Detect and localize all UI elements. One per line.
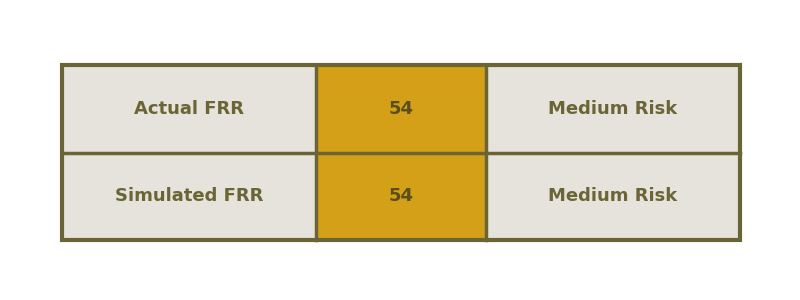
- Text: Actual FRR: Actual FRR: [134, 100, 244, 118]
- Bar: [62, 65, 740, 240]
- Bar: [316, 152, 486, 240]
- Text: Simulated FRR: Simulated FRR: [115, 187, 263, 205]
- Bar: [486, 65, 740, 152]
- Text: 54: 54: [389, 100, 414, 118]
- Bar: [486, 152, 740, 240]
- Text: 54: 54: [389, 187, 414, 205]
- Bar: [62, 152, 316, 240]
- Bar: [62, 65, 316, 152]
- Text: Medium Risk: Medium Risk: [548, 187, 678, 205]
- Bar: [316, 65, 486, 152]
- Text: Medium Risk: Medium Risk: [548, 100, 678, 118]
